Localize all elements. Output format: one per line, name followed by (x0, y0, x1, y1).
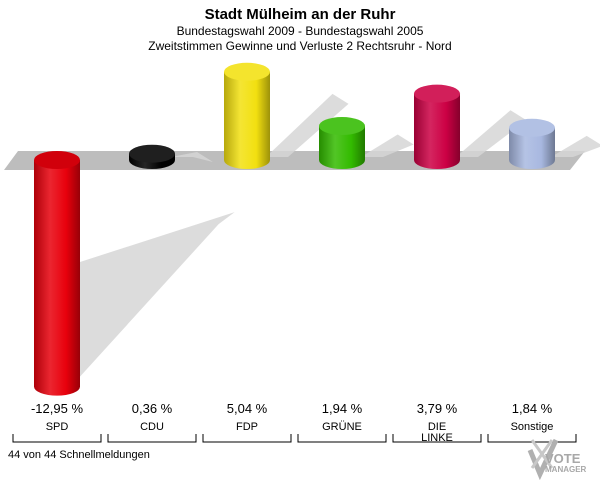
bar-shadow-fdp (266, 93, 349, 157)
value-label-fdp: 5,04 % (227, 401, 268, 416)
bar-cap-gr-ne (319, 117, 365, 136)
axis-bracket-die-linke (392, 434, 482, 443)
value-label-die-linke: 3,79 % (417, 401, 458, 416)
category-label-die-linke-1: DIE (428, 421, 446, 433)
bar-die-linke (414, 93, 460, 169)
bar-cap-spd (34, 151, 80, 169)
reports-status: 44 von 44 Schnellmeldungen (8, 449, 150, 461)
bar-shadow-die-linke (456, 110, 527, 157)
bar-cap-cdu (129, 144, 175, 163)
axis-bracket-cdu (107, 434, 197, 443)
axis-bracket-spd (12, 434, 102, 443)
category-label-die-linke-2: LINKE (421, 432, 453, 444)
bar-spd (34, 160, 80, 396)
bar-shadow-spd (80, 212, 235, 377)
bar-cap-fdp (224, 62, 270, 81)
bars (34, 62, 555, 396)
logo-line-1: VOTE (545, 451, 581, 466)
bar-shadow-sonstige (551, 135, 600, 157)
logo-line-2: MANAGER (545, 465, 587, 474)
category-label-cdu: CDU (140, 421, 164, 433)
bar-cap-die-linke (414, 84, 460, 103)
cross-icon (530, 439, 554, 469)
baseline-plane (4, 151, 585, 170)
bar-cap-sonstige (509, 118, 555, 137)
bar-fdp (224, 71, 270, 169)
chart-title: Stadt Mülheim an der Ruhr (205, 6, 396, 23)
vote-manager-logo: VOTE MANAGER (527, 438, 587, 480)
value-label-cdu: 0,36 % (132, 401, 173, 416)
axis-bracket-gr-ne (297, 434, 387, 443)
bar-sonstige (509, 127, 555, 169)
bar-shadow-cdu (171, 152, 213, 162)
bar-shadows (80, 93, 600, 377)
value-label-spd: -12,95 % (31, 401, 83, 416)
bar-gr-ne (319, 126, 365, 169)
bar-shadow-gr-ne (361, 134, 414, 157)
category-label-fdp: FDP (236, 421, 258, 433)
category-label-gr-ne: GRÜNE (322, 421, 362, 433)
value-label-sonstige: 1,84 % (512, 401, 553, 416)
axis-bracket-fdp (202, 434, 292, 443)
chart-subtitle-2: Zweitstimmen Gewinne und Verluste 2 Rech… (148, 39, 451, 53)
category-label-spd: SPD (46, 421, 69, 433)
data-labels: -12,95 % 0,36 % 5,04 % 1,94 % 3,79 % 1,84 % (31, 401, 553, 416)
checkmark-icon (527, 438, 559, 480)
chart-subtitle-1: Bundestagswahl 2009 - Bundestagswahl 200… (177, 24, 424, 38)
value-label-gr-ne: 1,94 % (322, 401, 363, 416)
category-label-sonstige: Sonstige (511, 421, 554, 433)
